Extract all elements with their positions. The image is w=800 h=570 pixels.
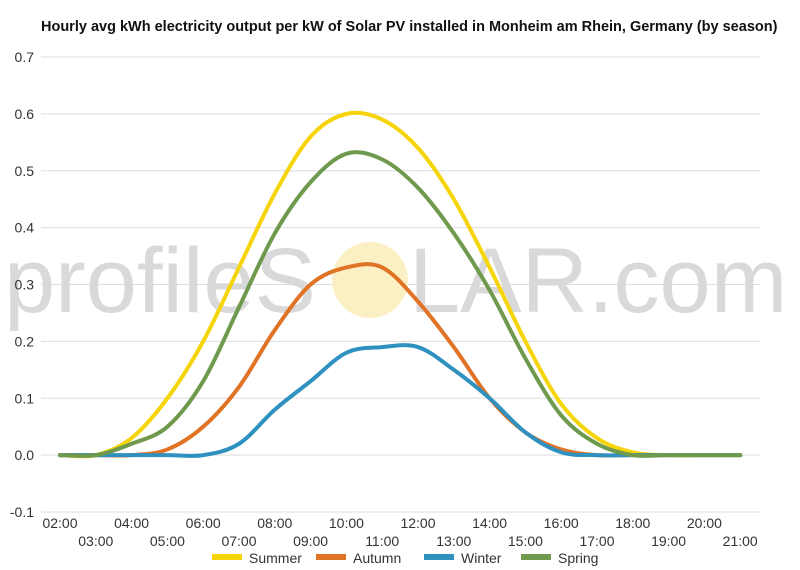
- x-tick-label: 02:00: [42, 515, 77, 531]
- x-tick-label: 04:00: [114, 515, 149, 531]
- watermark-text-right: LAR.com: [409, 230, 787, 332]
- legend-label-winter: Winter: [461, 550, 502, 566]
- y-tick-label: 0.7: [15, 49, 35, 65]
- legend-swatch-spring: [521, 554, 551, 560]
- series-line-summer: [58, 110, 743, 459]
- x-tick-label: 19:00: [651, 533, 686, 549]
- legend-label-spring: Spring: [558, 550, 598, 566]
- legend-label-summer: Summer: [249, 550, 302, 566]
- watermark-sun: [332, 242, 408, 318]
- legend-swatch-summer: [212, 554, 242, 560]
- legend-label-autumn: Autumn: [353, 550, 401, 566]
- x-tick-label: 12:00: [400, 515, 435, 531]
- y-tick-label: 0.0: [15, 447, 35, 463]
- x-tick-label: 15:00: [508, 533, 543, 549]
- x-tick-label: 07:00: [221, 533, 256, 549]
- y-axis-tick-labels: -0.1 0.0 0.1 0.2 0.3 0.4 0.5 0.6 0.7: [10, 49, 34, 520]
- x-tick-label: 03:00: [78, 533, 113, 549]
- y-tick-label: 0.2: [15, 333, 35, 349]
- x-tick-label: 17:00: [579, 533, 614, 549]
- x-tick-label: 20:00: [687, 515, 722, 531]
- x-tick-label: 18:00: [615, 515, 650, 531]
- x-tick-label: 05:00: [150, 533, 185, 549]
- x-tick-label: 10:00: [329, 515, 364, 531]
- y-tick-label: 0.5: [15, 163, 35, 179]
- watermark: profileS LAR.com: [4, 230, 787, 332]
- y-tick-label: 0.3: [15, 277, 35, 293]
- legend: Summer Autumn Winter Spring: [212, 550, 598, 566]
- chart-title: Hourly avg kWh electricity output per kW…: [41, 19, 778, 35]
- x-tick-label: 06:00: [186, 515, 221, 531]
- y-tick-label: 0.6: [15, 106, 35, 122]
- legend-swatch-autumn: [316, 554, 346, 560]
- series-line-winter: [58, 343, 743, 458]
- x-tick-label: 11:00: [365, 533, 399, 549]
- y-tick-label: -0.1: [10, 504, 34, 520]
- legend-swatch-winter: [424, 554, 454, 560]
- y-tick-label: 0.4: [15, 220, 35, 236]
- x-tick-label: 14:00: [472, 515, 507, 531]
- x-tick-label: 13:00: [436, 533, 471, 549]
- series-lines: [58, 110, 743, 459]
- series-line-spring: [58, 150, 743, 458]
- x-tick-label: 08:00: [257, 515, 292, 531]
- x-tick-label: 16:00: [544, 515, 579, 531]
- y-tick-label: 0.1: [15, 390, 35, 406]
- x-tick-label: 21:00: [723, 533, 758, 549]
- x-tick-label: 09:00: [293, 533, 328, 549]
- x-axis-tick-labels: 02:00 04:00 06:00 08:00 10:00 12:00 14:00 16:00…: [42, 515, 757, 549]
- watermark-text-left: profileS: [4, 230, 316, 332]
